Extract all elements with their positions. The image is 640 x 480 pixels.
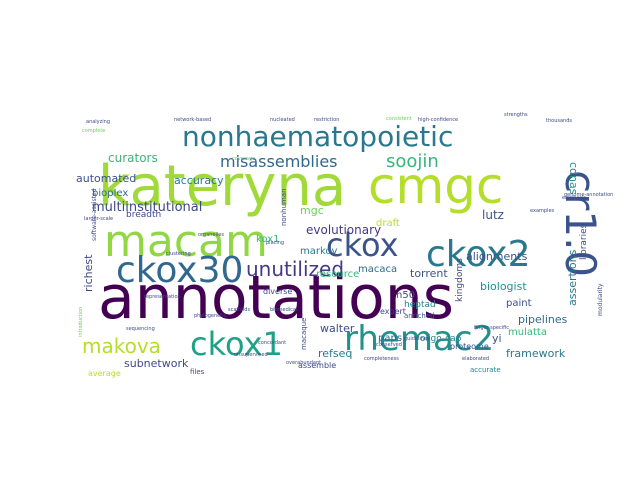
word-anriched: anriched: [404, 312, 435, 320]
word-placing: placing: [266, 240, 284, 246]
word-heptad: heptad: [404, 300, 436, 310]
word-draft: draft: [376, 218, 400, 229]
word-files: files: [190, 368, 205, 376]
word-genome-annotation: genome-annotation: [564, 192, 613, 198]
word-kingdoms: kingdoms: [455, 258, 465, 302]
word-high-confidence: high-confidence: [418, 117, 458, 123]
word-richest: richest: [82, 254, 95, 292]
word-unsupervised: unsupervised: [234, 352, 268, 358]
word-macaca: macaca: [358, 264, 397, 275]
word-walter: walter: [320, 322, 355, 335]
word-makova: makova: [82, 334, 161, 358]
word-yi: yi: [492, 332, 502, 345]
word-refseq: refseq: [318, 347, 352, 360]
word-paint: paint: [506, 298, 532, 309]
word-phylogenetic: phylogenetic: [194, 313, 227, 319]
word-breadth: breadth: [126, 210, 161, 220]
word-strengths: strengths: [504, 112, 528, 118]
word-proteome: proteome: [450, 342, 489, 351]
word-subnetwork: subnetwork: [124, 357, 189, 370]
word-overabundant: overabundant: [286, 360, 321, 366]
word-finger-specific: finger-specific: [474, 325, 509, 331]
word-consistent: consistent: [386, 116, 412, 122]
word-resource: resource: [316, 269, 359, 280]
word-larger-scale: larger-scale: [84, 216, 113, 222]
word-cdnas: cdnas: [567, 162, 580, 195]
word-evolutionary: evolutionary: [306, 223, 381, 237]
word-expert: expert: [380, 307, 406, 316]
word-conserved: conserved: [376, 342, 402, 348]
word-nonhuman: nonhuman: [280, 188, 288, 226]
word-organelles: organelles: [198, 232, 224, 238]
word-macaque: macaque: [300, 318, 308, 350]
word-framework: framework: [506, 347, 566, 360]
word-diverse: diverse: [263, 287, 292, 296]
word-mulatta: mulatta: [508, 327, 547, 338]
word-coverage: coverage: [232, 156, 255, 162]
word-restriction: restriction: [314, 117, 339, 123]
word-elaborated: elaborated: [462, 356, 489, 362]
word-curators: curators: [108, 151, 158, 165]
word-sequencing: sequencing: [126, 326, 155, 332]
word-concordant: concordant: [258, 340, 286, 346]
word-representation: representation: [144, 294, 181, 300]
word-examples: examples: [530, 208, 555, 214]
word-clustering: clustering: [166, 251, 191, 257]
word-nonhaematopoietic: nonhaematopoietic: [182, 120, 453, 153]
word-completeness: completeness: [364, 356, 399, 362]
word-markov: markov: [300, 246, 338, 257]
word-soojin: soojin: [386, 151, 439, 172]
word-biologist: biologist: [480, 280, 527, 293]
word-assertions: assertions: [566, 249, 579, 306]
word-libraries: libraries: [579, 223, 589, 260]
word-thousands: thousands: [546, 118, 572, 124]
word-introduction: introduction: [78, 307, 84, 337]
word-alignments: alignments: [466, 250, 528, 263]
word-analyzing: analyzing: [86, 119, 110, 125]
word-nucleated: nucleated: [270, 117, 295, 123]
word-torrent: torrent: [410, 267, 448, 280]
word-software-assisted: software-assisted: [91, 188, 98, 241]
word-accuracy: accuracy: [174, 174, 224, 187]
word-modularity: modularity: [597, 283, 604, 316]
word-accurate: accurate: [470, 366, 501, 374]
word-complete: complete: [82, 128, 105, 134]
word-biomedical: biomedical: [270, 307, 297, 313]
word-network-based: network-based: [174, 117, 211, 123]
word-scaffolds: scaffolds: [228, 307, 250, 313]
word-pipelines: pipelines: [518, 313, 568, 326]
word-average: average: [88, 369, 121, 378]
word-automated: automated: [76, 172, 136, 185]
word-guidelines: guidelines: [404, 336, 430, 342]
word-lutz: lutz: [482, 208, 504, 222]
word-mgc: mgc: [300, 204, 324, 217]
